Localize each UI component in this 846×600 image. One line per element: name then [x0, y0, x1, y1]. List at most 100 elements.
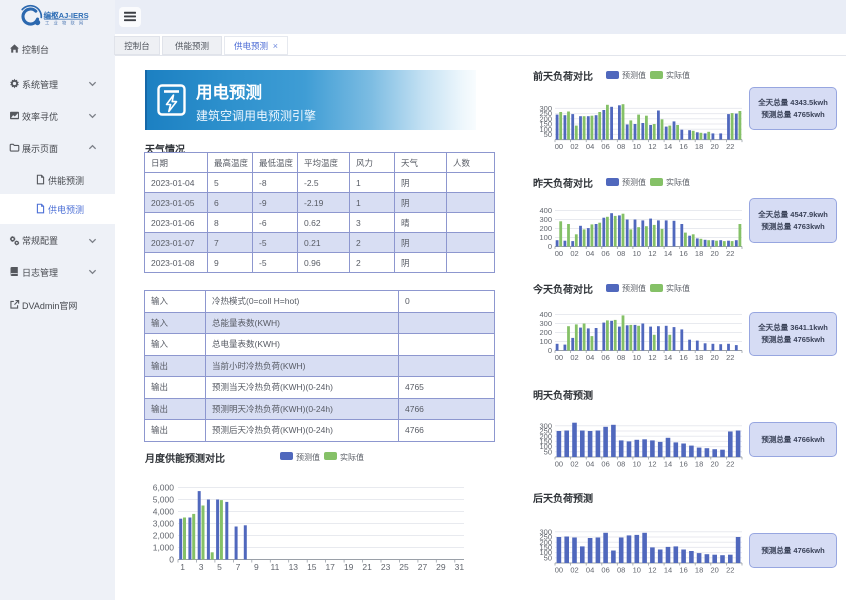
svg-text:150: 150 [539, 437, 552, 446]
svg-text:10: 10 [633, 249, 641, 258]
svg-text:16: 16 [679, 566, 687, 575]
svg-text:250: 250 [539, 109, 552, 118]
svg-text:0: 0 [169, 555, 174, 565]
svg-text:06: 06 [601, 353, 609, 362]
svg-text:100: 100 [539, 442, 552, 451]
svg-text:13: 13 [289, 562, 299, 572]
svg-text:300: 300 [539, 104, 552, 113]
svg-text:16: 16 [679, 353, 687, 362]
svg-text:00: 00 [555, 142, 563, 151]
svg-text:200: 200 [539, 328, 552, 337]
svg-text:08: 08 [617, 249, 625, 258]
svg-text:27: 27 [418, 562, 428, 572]
svg-text:400: 400 [539, 310, 552, 319]
svg-text:18: 18 [695, 566, 703, 575]
svg-text:12: 12 [648, 353, 656, 362]
svg-text:14: 14 [664, 142, 672, 151]
svg-text:00: 00 [555, 566, 563, 575]
svg-text:16: 16 [679, 249, 687, 258]
svg-text:10: 10 [633, 460, 641, 469]
svg-text:14: 14 [664, 249, 672, 258]
svg-text:1: 1 [180, 562, 185, 572]
svg-text:400: 400 [539, 206, 552, 215]
svg-text:2,000: 2,000 [153, 531, 175, 541]
svg-text:250: 250 [539, 533, 552, 542]
svg-text:100: 100 [539, 337, 552, 346]
svg-text:300: 300 [539, 319, 552, 328]
svg-text:02: 02 [570, 142, 578, 151]
svg-text:00: 00 [555, 249, 563, 258]
svg-text:3,000: 3,000 [153, 519, 175, 529]
svg-text:20: 20 [711, 142, 719, 151]
svg-text:22: 22 [726, 566, 734, 575]
svg-text:06: 06 [601, 249, 609, 258]
svg-text:16: 16 [679, 142, 687, 151]
svg-text:20: 20 [711, 249, 719, 258]
svg-text:08: 08 [617, 460, 625, 469]
svg-text:200: 200 [539, 432, 552, 441]
svg-text:00: 00 [555, 353, 563, 362]
svg-text:14: 14 [664, 566, 672, 575]
svg-text:50: 50 [544, 447, 552, 456]
svg-text:10: 10 [633, 353, 641, 362]
svg-text:9: 9 [254, 562, 259, 572]
svg-text:16: 16 [679, 460, 687, 469]
svg-text:02: 02 [570, 249, 578, 258]
svg-text:工业物联网: 工业物联网 [45, 20, 87, 27]
svg-text:4,000: 4,000 [153, 507, 175, 517]
svg-text:20: 20 [711, 460, 719, 469]
svg-text:15: 15 [307, 562, 317, 572]
svg-text:7: 7 [236, 562, 241, 572]
svg-text:19: 19 [344, 562, 354, 572]
svg-text:00: 00 [555, 460, 563, 469]
svg-text:02: 02 [570, 460, 578, 469]
svg-text:1,000: 1,000 [153, 543, 175, 553]
svg-text:21: 21 [362, 562, 372, 572]
svg-text:3: 3 [199, 562, 204, 572]
svg-text:02: 02 [570, 566, 578, 575]
svg-text:06: 06 [601, 142, 609, 151]
svg-text:18: 18 [695, 249, 703, 258]
svg-text:22: 22 [726, 353, 734, 362]
svg-text:200: 200 [539, 114, 552, 123]
svg-text:14: 14 [664, 353, 672, 362]
svg-text:12: 12 [648, 249, 656, 258]
svg-text:300: 300 [539, 527, 552, 536]
svg-text:50: 50 [544, 130, 552, 139]
svg-text:14: 14 [664, 460, 672, 469]
svg-text:08: 08 [617, 353, 625, 362]
svg-text:18: 18 [695, 142, 703, 151]
svg-text:300: 300 [539, 215, 552, 224]
svg-text:31: 31 [455, 562, 465, 572]
svg-text:5: 5 [217, 562, 222, 572]
svg-text:0: 0 [548, 242, 552, 251]
svg-text:23: 23 [381, 562, 391, 572]
svg-text:100: 100 [539, 548, 552, 557]
svg-text:300: 300 [539, 421, 552, 430]
svg-text:10: 10 [633, 566, 641, 575]
svg-text:06: 06 [601, 566, 609, 575]
svg-text:08: 08 [617, 142, 625, 151]
svg-text:10: 10 [633, 142, 641, 151]
svg-text:04: 04 [586, 566, 594, 575]
svg-text:17: 17 [325, 562, 335, 572]
svg-text:18: 18 [695, 460, 703, 469]
svg-text:编枢AJ-IERS: 编枢AJ-IERS [44, 10, 89, 20]
svg-text:20: 20 [711, 566, 719, 575]
svg-text:11: 11 [270, 562, 279, 572]
svg-text:100: 100 [539, 233, 552, 242]
svg-text:08: 08 [617, 566, 625, 575]
svg-text:250: 250 [539, 427, 552, 436]
svg-text:22: 22 [726, 249, 734, 258]
svg-text:100: 100 [539, 125, 552, 134]
svg-text:12: 12 [648, 566, 656, 575]
svg-text:06: 06 [601, 460, 609, 469]
svg-text:12: 12 [648, 142, 656, 151]
svg-text:02: 02 [570, 353, 578, 362]
svg-text:200: 200 [539, 538, 552, 547]
svg-text:20: 20 [711, 353, 719, 362]
svg-text:6,000: 6,000 [153, 483, 175, 493]
svg-text:18: 18 [695, 353, 703, 362]
svg-text:29: 29 [436, 562, 446, 572]
svg-text:50: 50 [544, 553, 552, 562]
